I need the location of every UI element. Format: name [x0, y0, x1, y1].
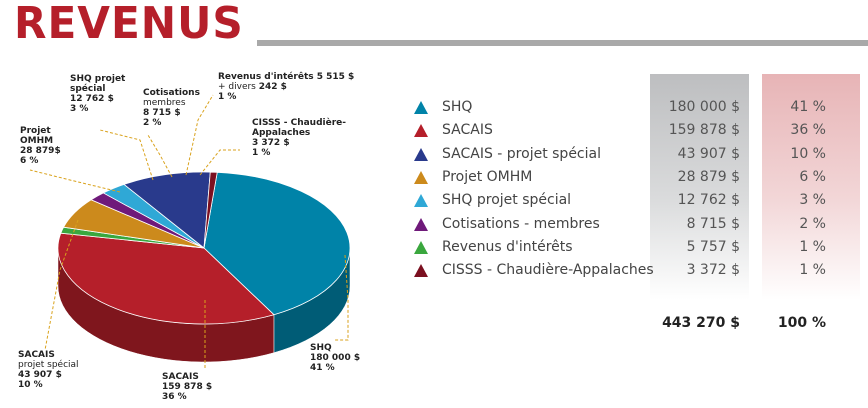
legend-row: Revenus d'intérêts 5 757 $ 1 %	[0, 237, 868, 259]
legend-amount: 180 000 $	[668, 99, 740, 115]
label-interets-line2: + divers 242 $	[218, 82, 354, 92]
legend-row: Cotisations - membres 8 715 $ 2 %	[0, 214, 868, 236]
label-shq-special-amount: 12 762 $	[70, 94, 114, 104]
label-sacais-amount: 159 878 $	[162, 382, 213, 392]
label-omhm-name: Projet OMHM	[20, 126, 54, 146]
title-rule	[257, 40, 868, 46]
label-omhm-pct: 6 %	[20, 156, 39, 166]
legend-amount: 5 757 $	[686, 238, 740, 255]
label-shq-special: SHQ projet spécial 12 762 $ 3 %	[70, 74, 142, 114]
legend-percent: 10 %	[790, 145, 826, 162]
pie-slice-2	[123, 171, 211, 249]
legend-name: SACAIS - projet spécial	[442, 145, 601, 162]
label-cisss-name: CISSS - Chaudière-Appalaches	[252, 118, 346, 138]
legend-triangle-icon	[414, 147, 428, 161]
legend-row: SHQ 180 000 $ 41 %	[0, 97, 868, 119]
legend-amount: 28 879 $	[677, 168, 740, 185]
pie-slice-7	[203, 171, 218, 249]
legend-triangle-icon	[414, 194, 428, 208]
label-shq-amount: 180 000 $	[310, 353, 361, 363]
label-shq-name: SHQ	[310, 343, 332, 353]
label-shq: SHQ 180 000 $ 41 %	[310, 343, 360, 373]
total-percent: 100 %	[777, 315, 826, 331]
label-sacais-special-amount: 43 907 $	[18, 370, 62, 380]
leader-shq-special	[99, 129, 154, 181]
label-sacais-pct: 36 %	[162, 392, 187, 402]
leader-cisss	[199, 149, 240, 176]
legend-percent: 2 %	[799, 215, 826, 232]
legend-percent: 41 %	[790, 99, 826, 115]
legend-row: SACAIS 159 878 $ 36 %	[0, 120, 868, 142]
label-interets-sub: + divers	[218, 82, 256, 92]
leader-omhm	[29, 169, 121, 193]
page-title: REVENUS	[14, 0, 244, 49]
label-interets-amount: 242 $	[258, 82, 287, 92]
amount-column-bg	[650, 74, 749, 300]
label-shq-pct: 41 %	[310, 363, 335, 373]
label-cisss-amount: 3 372 $	[252, 138, 290, 148]
legend-name: Cotisations - membres	[442, 215, 600, 232]
leader-interets	[185, 94, 214, 176]
legend-percent: 3 %	[799, 192, 826, 209]
legend-name: Revenus d'intérêts	[442, 238, 573, 255]
legend-name: CISSS - Chaudière-Appalaches	[442, 262, 654, 279]
legend-triangle-icon	[414, 264, 428, 278]
label-cotisations-amount: 8 715 $	[143, 108, 181, 118]
legend-name: SHQ projet spécial	[442, 192, 572, 209]
legend-row: CISSS - Chaudière-Appalaches 3 372 $ 1 %	[0, 260, 868, 282]
legend-amount: 159 878 $	[668, 122, 740, 139]
legend-percent: 6 %	[799, 168, 826, 185]
legend-row: SHQ projet spécial 12 762 $ 3 %	[0, 190, 868, 212]
label-cotisations: Cotisations membres 8 715 $ 2 %	[143, 88, 200, 128]
legend-row: Projet OMHM 28 879 $ 6 %	[0, 167, 868, 189]
label-cotisations-sub: membres	[143, 98, 186, 108]
label-interets: Revenus d'intérêts 5 515 $ + divers 242 …	[218, 72, 354, 102]
legend-amount: 3 372 $	[686, 262, 740, 279]
pie-slice-1	[57, 232, 275, 325]
label-cotisations-name: Cotisations	[143, 88, 200, 98]
legend-name: SACAIS	[442, 122, 493, 139]
leader-sacais-special	[44, 219, 79, 351]
label-omhm-amount: 28 879$	[20, 146, 61, 156]
legend-triangle-icon	[414, 217, 428, 231]
label-omhm: Projet OMHM 28 879$ 6 %	[20, 126, 70, 166]
label-shq-special-name: SHQ projet spécial	[70, 74, 126, 94]
label-cisss: CISSS - Chaudière-Appalaches 3 372 $ 1 %	[252, 118, 362, 158]
legend-amount: 12 762 $	[677, 192, 740, 209]
total-amount: 443 270 $	[662, 315, 740, 331]
label-sacais-special: SACAIS projet spécial 43 907 $ 10 %	[18, 350, 79, 390]
label-sacais-special-sub: projet spécial	[18, 360, 79, 370]
label-interets-pct: 1 %	[218, 92, 237, 102]
label-shq-special-pct: 3 %	[70, 104, 89, 114]
label-sacais-name: SACAIS	[162, 372, 199, 382]
legend-percent: 1 %	[799, 262, 826, 279]
label-sacais-special-pct: 10 %	[18, 380, 43, 390]
legend-percent: 36 %	[790, 122, 826, 139]
legend-row: SACAIS - projet spécial 43 907 $ 10 %	[0, 144, 868, 166]
legend-amount: 43 907 $	[677, 145, 740, 162]
label-sacais-special-name: SACAIS	[18, 350, 55, 360]
label-sacais: SACAIS 159 878 $ 36 %	[162, 372, 212, 402]
percent-column-bg	[762, 74, 860, 300]
leader-cotisations	[147, 134, 173, 178]
legend-name: SHQ	[442, 99, 473, 115]
legend-name: Projet OMHM	[442, 168, 533, 185]
legend-triangle-icon	[414, 240, 428, 254]
pie-slice-0	[203, 171, 351, 316]
label-cotisations-pct: 2 %	[143, 118, 162, 128]
label-interets-name: Revenus d'intérêts 5 515 $	[218, 72, 355, 82]
label-cisss-pct: 1 %	[252, 148, 271, 158]
legend-triangle-icon	[414, 101, 428, 114]
legend-triangle-icon	[414, 170, 428, 184]
leader-shq	[335, 254, 349, 341]
legend-percent: 1 %	[799, 238, 826, 255]
legend-amount: 8 715 $	[686, 215, 740, 232]
legend-triangle-icon	[414, 124, 428, 138]
